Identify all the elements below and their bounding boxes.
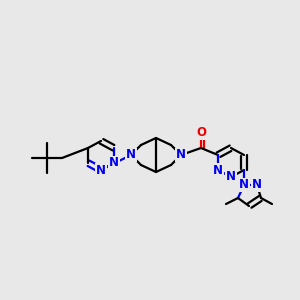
Text: N: N	[96, 164, 106, 176]
Text: N: N	[252, 178, 262, 191]
Text: O: O	[196, 127, 206, 140]
Text: N: N	[176, 148, 186, 161]
Text: N: N	[109, 157, 119, 169]
Text: N: N	[126, 148, 136, 161]
Text: N: N	[226, 170, 236, 184]
Text: N: N	[239, 178, 249, 191]
Text: N: N	[213, 164, 223, 176]
